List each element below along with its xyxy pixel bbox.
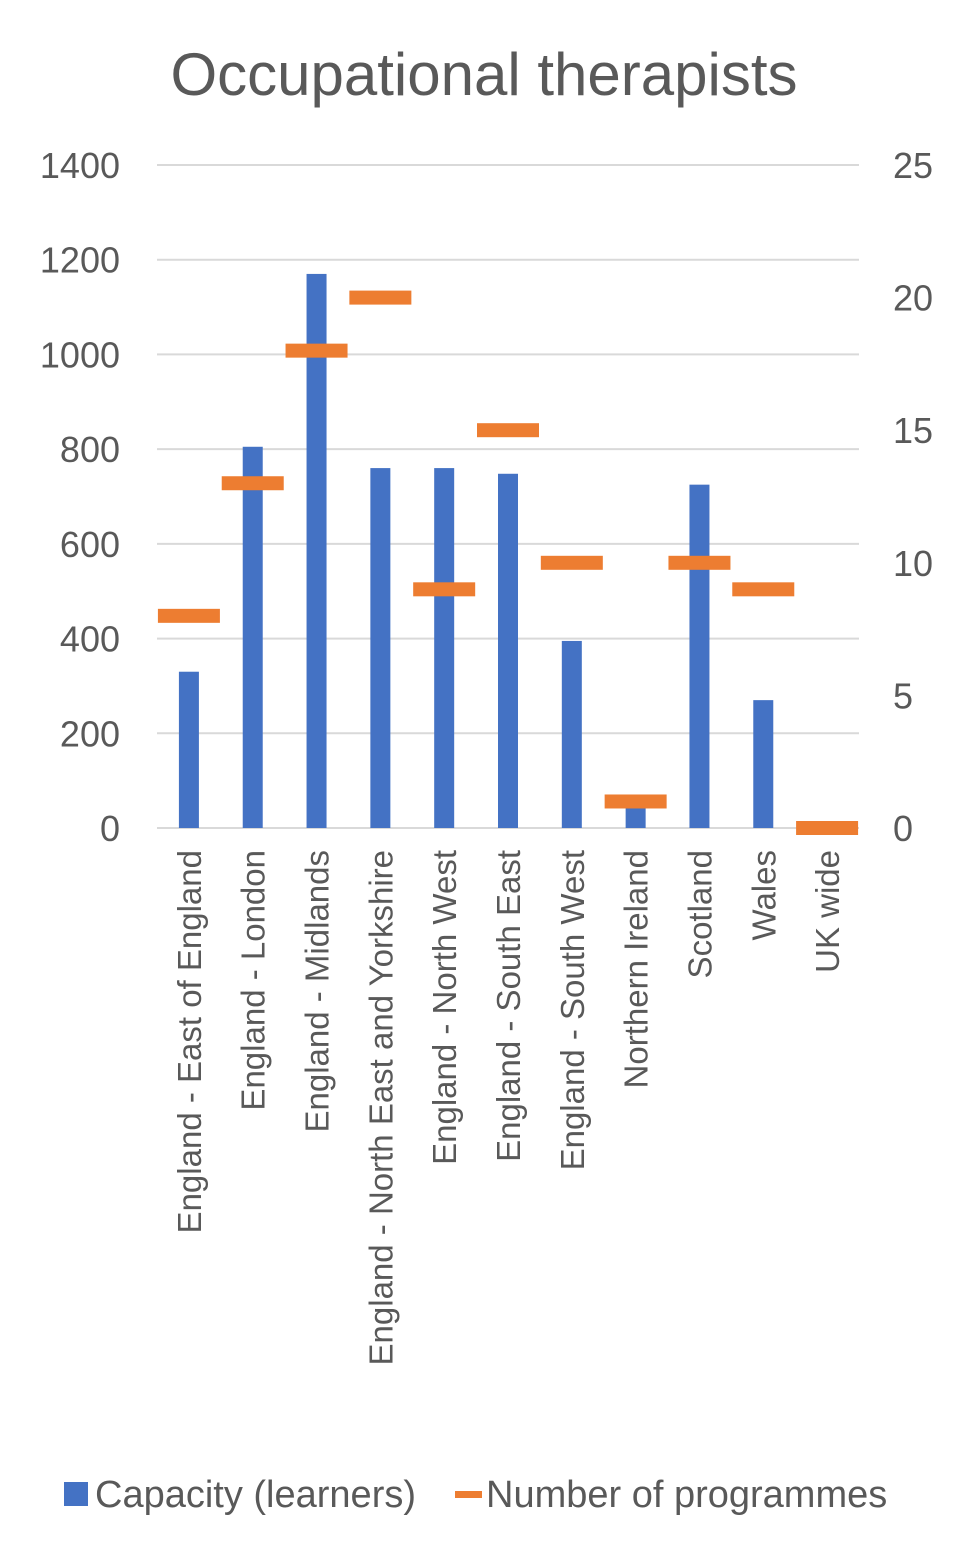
legend-label-capacity: Capacity (learners) <box>95 1474 416 1516</box>
marker <box>477 423 539 438</box>
x-axis-categories: England - East of England England - Londo… <box>171 850 846 1365</box>
marker <box>604 794 667 809</box>
marker <box>349 290 412 305</box>
y-right-tick-label: 0 <box>893 808 913 849</box>
category-label: UK wide <box>809 850 846 973</box>
bar <box>753 700 774 828</box>
y-left-tick-label: 800 <box>60 429 120 470</box>
category-label: England - London <box>235 850 272 1111</box>
bar <box>689 484 710 828</box>
y-left-tick-label: 0 <box>100 808 120 849</box>
y-left-tick-label: 200 <box>60 713 120 754</box>
category-label: England - South West <box>554 850 591 1170</box>
marker <box>285 343 348 358</box>
marker <box>221 476 284 491</box>
category-label: Wales <box>745 850 782 940</box>
y-right-tick-label: 10 <box>893 543 933 584</box>
marker <box>732 582 795 597</box>
bar <box>370 468 391 828</box>
bar <box>434 468 455 828</box>
bar <box>561 640 582 828</box>
legend-label-programmes: Number of programmes <box>486 1474 887 1516</box>
bar <box>306 273 327 829</box>
category-label: England - North West <box>426 850 463 1165</box>
y-right-tick-label: 25 <box>893 145 933 186</box>
y-left-tick-label: 600 <box>60 524 120 565</box>
category-label: England - East of England <box>171 850 208 1233</box>
legend: Capacity (learners) Number of programmes <box>64 1474 887 1516</box>
y-right-tick-label: 5 <box>893 675 913 716</box>
bar <box>498 473 518 828</box>
y-right-tick-label: 20 <box>893 278 933 319</box>
category-label: Northern Ireland <box>618 850 655 1088</box>
y-left-tick-label: 1000 <box>40 334 120 375</box>
category-label: England - South East <box>490 850 527 1162</box>
marker <box>668 555 731 570</box>
bar <box>178 671 199 828</box>
y-left-tick-label: 1400 <box>40 145 120 186</box>
marker-series <box>157 290 859 835</box>
y-right-tick-label: 15 <box>893 410 933 451</box>
legend-swatch-programmes <box>455 1491 482 1498</box>
bar <box>242 446 263 828</box>
marker <box>157 608 220 623</box>
bar-series <box>178 273 774 829</box>
marker <box>540 555 603 570</box>
y-axis-left: 0 200 400 600 800 1000 1200 1400 <box>40 145 120 849</box>
y-axis-right: 0 5 10 15 20 25 <box>893 145 933 849</box>
y-left-tick-label: 1200 <box>40 240 120 281</box>
legend-swatch-capacity <box>64 1482 88 1506</box>
category-label: England - North East and Yorkshire <box>362 850 399 1365</box>
y-left-tick-label: 400 <box>60 619 120 660</box>
category-label: England - Midlands <box>299 850 336 1133</box>
chart-title: Occupational therapists <box>170 41 797 108</box>
marker <box>413 582 476 597</box>
category-label: Scotland <box>681 850 718 978</box>
marker <box>796 821 859 835</box>
